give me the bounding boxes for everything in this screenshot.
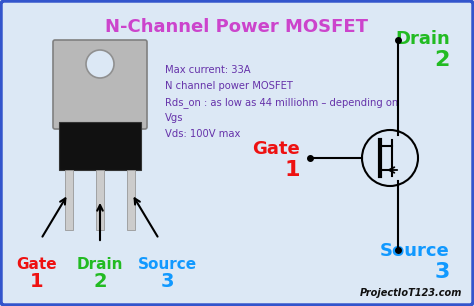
- Text: Max current: 33A: Max current: 33A: [165, 65, 251, 75]
- Bar: [127, 170, 135, 230]
- Text: Rds_on : as low as 44 milliohm – depending on: Rds_on : as low as 44 milliohm – dependi…: [165, 97, 398, 108]
- Text: Drain: Drain: [395, 30, 450, 48]
- Bar: [96, 170, 104, 230]
- Bar: [65, 170, 73, 230]
- Text: 3: 3: [435, 262, 450, 282]
- Text: Source: Source: [137, 257, 197, 272]
- FancyBboxPatch shape: [53, 40, 147, 129]
- Text: 1: 1: [284, 160, 300, 180]
- Bar: [59, 122, 141, 170]
- Text: 2: 2: [93, 272, 107, 291]
- Text: N-Channel Power MOSFET: N-Channel Power MOSFET: [106, 18, 368, 36]
- Text: 2: 2: [435, 50, 450, 70]
- Text: Gate: Gate: [17, 257, 57, 272]
- Text: N channel power MOSFET: N channel power MOSFET: [165, 81, 293, 91]
- Circle shape: [86, 50, 114, 78]
- Text: Drain: Drain: [77, 257, 123, 272]
- Text: Vds: 100V max: Vds: 100V max: [165, 129, 240, 139]
- Text: Vgs: Vgs: [165, 113, 183, 123]
- Text: Source: Source: [380, 242, 450, 260]
- Text: 3: 3: [160, 272, 174, 291]
- Text: Gate: Gate: [252, 140, 300, 158]
- Text: 1: 1: [30, 272, 44, 291]
- Text: ProjectIoT123.com: ProjectIoT123.com: [360, 288, 462, 298]
